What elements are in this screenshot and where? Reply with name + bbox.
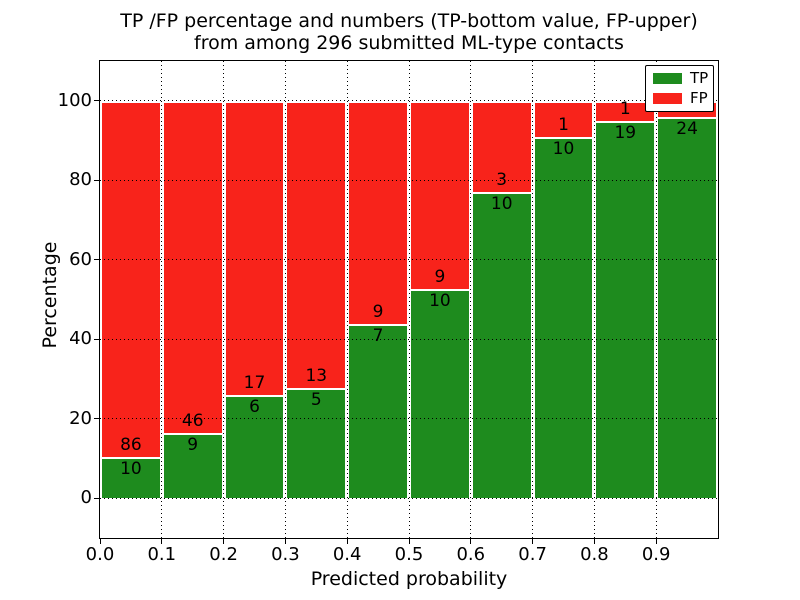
x-tickmark (593, 539, 595, 544)
y-tick-label: 100 (57, 89, 92, 111)
x-tick-label: 0.9 (641, 544, 671, 565)
y-tickmark (94, 179, 99, 181)
x-gridline (408, 61, 410, 538)
x-tick-label: 0.4 (332, 544, 362, 565)
y-tick-label: 40 (69, 328, 92, 350)
legend-entry-label: TP (690, 69, 709, 87)
x-tickmark (408, 539, 410, 544)
x-tick-label: 0.0 (85, 544, 115, 565)
chart-title: TP /FP percentage and numbers (TP-bottom… (100, 10, 718, 54)
fp-count-label: 17 (243, 372, 266, 393)
tp-count-label: 6 (249, 396, 260, 417)
chart-title-line2: from among 296 submitted ML-type contact… (194, 32, 624, 54)
tp-bar-segment (285, 387, 348, 499)
y-gridline (100, 259, 718, 261)
tp-bar-segment (223, 394, 286, 499)
y-tickmark (94, 338, 99, 340)
tp-count-label: 19 (614, 122, 637, 143)
fp-count-label: 1 (619, 98, 631, 119)
fp-count-label: 86 (120, 434, 142, 455)
x-tickmark (161, 539, 163, 544)
x-tickmark (470, 539, 472, 544)
y-gridline (100, 338, 718, 340)
x-gridline (532, 61, 534, 538)
tp-bar-segment (470, 192, 533, 499)
x-tickmark (284, 539, 286, 544)
y-gridline (100, 418, 718, 420)
tp-legend-swatch (653, 73, 682, 84)
x-gridline (655, 61, 657, 538)
tp-bar-segment (532, 136, 595, 499)
x-gridline (470, 61, 472, 538)
fp-bar-segment (409, 100, 471, 290)
y-tick-label: 60 (69, 248, 92, 270)
x-tick-label: 0.7 (518, 544, 547, 565)
tp-count-label: 5 (310, 389, 322, 410)
fp-bar-segment (285, 100, 348, 388)
x-gridline (346, 61, 348, 538)
x-tick-label: 0.8 (580, 544, 609, 565)
y-tickmark (94, 100, 99, 102)
x-gridline (593, 61, 595, 538)
chart-title-line1: TP /FP percentage and numbers (TP-bottom… (120, 10, 698, 32)
tp-bar-segment (347, 324, 409, 499)
tp-count-label: 24 (676, 118, 698, 139)
fp-count-label: 9 (434, 267, 446, 288)
fp-bar-segment (161, 100, 224, 434)
fp-count-label: 3 (496, 170, 508, 191)
x-axis-label: Predicted probability (310, 568, 508, 590)
y-tick-label: 0 (80, 487, 92, 509)
x-tick-label: 0.1 (147, 544, 177, 565)
x-tick-label: 0.6 (456, 544, 486, 565)
fp-legend-swatch (653, 93, 682, 104)
x-tickmark (223, 539, 225, 544)
legend-entry: TP (653, 69, 709, 87)
tp-bar-segment (594, 120, 657, 499)
x-tick-label: 0.5 (394, 544, 424, 565)
tp-bar-segment (161, 433, 224, 499)
y-gridline (100, 100, 718, 102)
legend-entry-label: FP (690, 89, 708, 107)
fp-count-label: 46 (181, 411, 204, 432)
fp-bar-segment (532, 100, 595, 137)
tp-count-label: 10 (552, 138, 575, 159)
plot-area: 861046917613597910310110119124 (100, 61, 718, 538)
fp-bar-segment (470, 100, 533, 193)
y-tickmark (94, 259, 99, 261)
y-tick-label: 20 (69, 407, 92, 429)
x-gridline (284, 61, 286, 538)
tp-bar-segment (656, 116, 718, 499)
legend: TP FP (645, 65, 714, 112)
tp-bar-segment (100, 456, 162, 499)
tp-count-label: 9 (187, 435, 199, 456)
legend-entry: FP (653, 89, 708, 107)
x-gridline (161, 61, 163, 538)
tp-count-label: 10 (120, 458, 142, 479)
x-tick-label: 0.2 (209, 544, 238, 565)
tp-bar-segment (409, 289, 471, 499)
x-tickmark (99, 539, 101, 544)
fp-bar-segment (347, 100, 409, 325)
y-tickmark (94, 497, 99, 499)
fp-count-label: 13 (305, 365, 328, 386)
tp-count-label: 10 (429, 291, 451, 312)
y-tickmark (94, 418, 99, 420)
x-gridline (223, 61, 225, 538)
x-tickmark (346, 539, 348, 544)
x-tickmark (655, 539, 657, 544)
y-tick-label: 80 (69, 169, 92, 191)
fp-count-label: 1 (558, 114, 569, 135)
x-tickmark (532, 539, 534, 544)
y-gridline (100, 179, 718, 181)
tp-count-label: 7 (372, 326, 384, 347)
x-tick-label: 0.3 (271, 544, 300, 565)
fp-bar-segment (223, 100, 286, 395)
fp-bar-segment (100, 100, 162, 457)
y-gridline (100, 497, 718, 499)
fp-count-label: 9 (372, 302, 384, 323)
tp-count-label: 10 (490, 194, 513, 215)
